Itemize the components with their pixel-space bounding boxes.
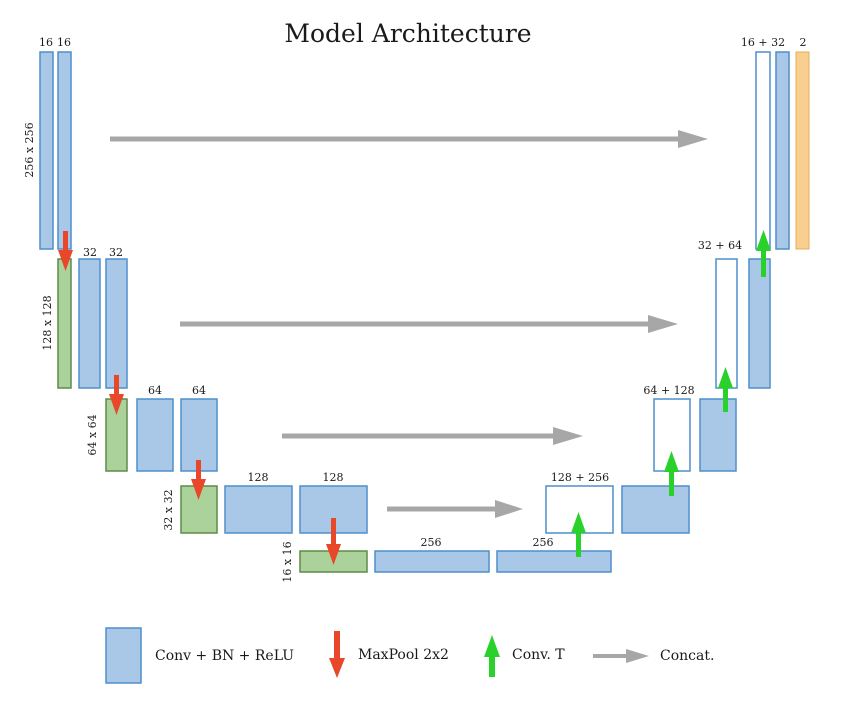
- legend-convt-arrow-shaft: [489, 655, 495, 677]
- conv-block: [374, 550, 490, 573]
- channel-label: 64: [192, 384, 206, 397]
- conv-transpose-arrows: [571, 230, 771, 557]
- decoder-level-3: 64 + 128: [643, 384, 737, 472]
- decoder-level-2: 32 + 64: [698, 239, 771, 389]
- conv-block: [775, 51, 790, 250]
- output-channel-label: 2: [800, 36, 807, 49]
- concat-block: [755, 51, 771, 250]
- resolution-label: 32 x 32: [162, 489, 175, 530]
- legend-convt-label: Conv. T: [512, 647, 565, 663]
- maxpool-arrow: [58, 231, 73, 271]
- encoder-level-3: 64 64 64 x 64: [86, 384, 218, 472]
- conv-block: [180, 398, 218, 472]
- legend-maxpool-icon: [329, 658, 345, 678]
- maxpool-arrow: [326, 518, 341, 565]
- resolution-label: 64 x 64: [86, 414, 99, 455]
- resolution-label: 256 x 256: [23, 122, 36, 177]
- encoder-level-2: 32 32 128 x 128: [41, 246, 128, 389]
- conv-block: [224, 485, 293, 534]
- legend-maxpool-arrow-shaft: [334, 631, 340, 661]
- concat-block: [715, 258, 738, 389]
- conv-block: [621, 485, 690, 534]
- conv-block: [78, 258, 101, 389]
- encoder-level-1: 16 16 256 x 256: [23, 36, 72, 250]
- skip-connections: [110, 130, 708, 518]
- legend-conv-label: Conv + BN + ReLU: [155, 648, 294, 664]
- legend-convt: Conv. T: [484, 635, 565, 677]
- maxpool-arrows: [58, 231, 341, 565]
- resolution-label: 128 x 128: [41, 295, 54, 350]
- conv-block: [699, 398, 737, 472]
- skip-arrow-level-2: [180, 315, 678, 333]
- decoder-level-1: 16 + 32 2: [741, 36, 810, 250]
- output-block: [795, 51, 810, 250]
- concat-label: 128 + 256: [551, 471, 609, 484]
- channel-label: 128: [248, 471, 269, 484]
- skip-arrow-level-1: [110, 130, 708, 148]
- legend: Conv + BN + ReLU MaxPool 2x2 Conv. T Con…: [105, 627, 714, 684]
- legend-conv: Conv + BN + ReLU: [105, 627, 294, 684]
- conv-block: [39, 51, 54, 250]
- conv-transpose-arrow: [756, 230, 771, 277]
- conv-transpose-arrow: [718, 367, 733, 412]
- channel-label: 32: [83, 246, 97, 259]
- channel-label: 32: [109, 246, 123, 259]
- legend-conv-swatch: [105, 627, 142, 684]
- channel-label: 64: [148, 384, 162, 397]
- legend-maxpool-label: MaxPool 2x2: [358, 647, 449, 663]
- conv-block: [748, 258, 771, 389]
- skip-arrow-level-3: [282, 427, 583, 445]
- resolution-label: 16 x 16: [281, 541, 294, 582]
- page-title: Model Architecture: [284, 19, 531, 48]
- skip-arrow-level-4: [387, 500, 523, 518]
- conv-block: [105, 258, 128, 389]
- legend-concat: Concat.: [593, 648, 714, 664]
- pool-block: [57, 258, 72, 389]
- channel-label: 256: [421, 536, 442, 549]
- concat-label: 64 + 128: [643, 384, 694, 397]
- legend-maxpool: MaxPool 2x2: [329, 631, 449, 678]
- channel-label: 16: [57, 36, 71, 49]
- legend-concat-icon: [626, 649, 649, 663]
- conv-block: [136, 398, 174, 472]
- maxpool-arrow: [109, 375, 124, 415]
- maxpool-arrow: [191, 460, 206, 500]
- conv-block: [57, 51, 72, 250]
- concat-label: 16 + 32: [741, 36, 785, 49]
- channel-label: 16: [39, 36, 53, 49]
- encoder-level-4: 128 128 32 x 32: [162, 471, 368, 534]
- decoder-level-4: 128 + 256: [545, 471, 690, 534]
- bottleneck-level: 256 256 16 x 16: [281, 536, 612, 583]
- legend-concat-label: Concat.: [660, 648, 714, 664]
- channel-label: 256: [533, 536, 554, 549]
- conv-transpose-arrow: [571, 512, 586, 557]
- channel-label: 128: [323, 471, 344, 484]
- conv-block: [496, 550, 612, 573]
- concat-label: 32 + 64: [698, 239, 742, 252]
- legend-convt-icon: [484, 635, 500, 657]
- conv-transpose-arrow: [664, 451, 679, 496]
